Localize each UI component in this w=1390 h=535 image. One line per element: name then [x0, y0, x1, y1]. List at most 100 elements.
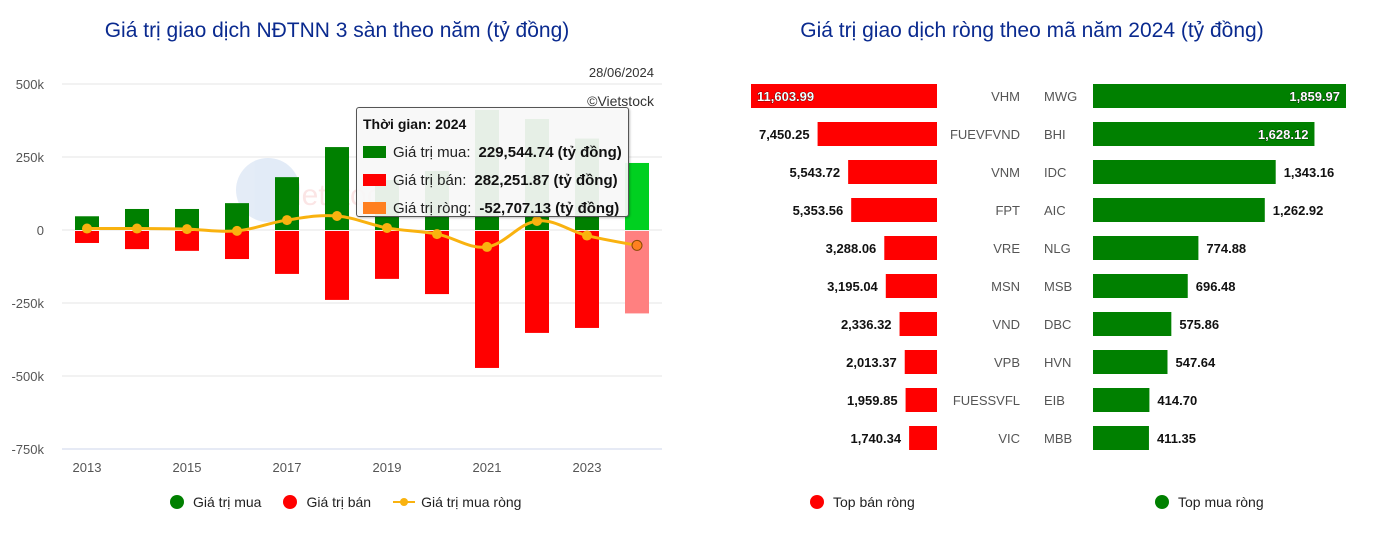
buy-ticker-label: AIC: [1044, 203, 1066, 218]
legend-item-net-buy[interactable]: Giá trị mua ròng: [393, 494, 521, 510]
buy-value-label: 1,343.16: [1284, 165, 1335, 180]
sell-value-label: 3,195.04: [827, 279, 878, 294]
buy-bar[interactable]: [1093, 160, 1276, 184]
net-point[interactable]: [532, 215, 542, 226]
buy-bar[interactable]: [1093, 236, 1199, 260]
sell-bar[interactable]: [575, 231, 599, 328]
chart-title: Giá trị giao dịch NĐTNN 3 sàn theo năm (…: [104, 19, 570, 42]
net-point[interactable]: [382, 222, 392, 233]
buy-value-label: 774.88: [1206, 241, 1246, 256]
buy-bar[interactable]: [625, 162, 649, 230]
sell-bar[interactable]: [275, 231, 299, 274]
net-point[interactable]: [132, 223, 142, 234]
buy-bar[interactable]: [1093, 122, 1315, 146]
buy-ticker-label: DBC: [1044, 317, 1071, 332]
net-point[interactable]: [332, 210, 342, 221]
sell-value-label: 5,353.56: [793, 203, 844, 218]
tooltip-row-sell: Giá trị bán: 282,251.87 (tỷ đồng): [363, 166, 622, 194]
sell-bar[interactable]: [885, 274, 937, 298]
legend-label: Giá trị mua ròng: [421, 494, 522, 510]
sell-value-label: 2,336.32: [841, 317, 892, 332]
buy-bar[interactable]: [1093, 312, 1172, 336]
buy-value-label: 414.70: [1157, 393, 1197, 408]
net-point[interactable]: [582, 230, 592, 241]
net-by-ticker-chart-panel: Giá trị giao dịch ròng theo mã năm 2024 …: [700, 0, 1390, 535]
sell-bar[interactable]: [175, 231, 199, 251]
circle-icon: [170, 495, 184, 509]
buy-value-label: 1,628.12: [1258, 127, 1309, 142]
net-point[interactable]: [232, 225, 242, 236]
buy-bar[interactable]: [1093, 274, 1188, 298]
net-point-highlighted[interactable]: [631, 239, 643, 251]
left-chart-legend: Giá trị mua Giá trị bán Giá trị mua ròng: [170, 494, 543, 510]
legend-item-sell[interactable]: Giá trị bán: [283, 494, 371, 510]
sell-bar[interactable]: [905, 388, 937, 412]
buy-bar[interactable]: [1093, 198, 1265, 222]
x-tick-label: 2015: [173, 460, 202, 475]
sell-bar[interactable]: [425, 231, 449, 295]
buy-bar[interactable]: [1093, 388, 1150, 412]
circle-icon: [1155, 495, 1169, 509]
buy-ticker-label: MWG: [1044, 89, 1077, 104]
legend-label: Giá trị bán: [306, 494, 372, 510]
y-tick-label: -500k: [11, 369, 44, 384]
right-chart-legend-sell: Top bán ròng: [810, 494, 937, 510]
sell-ticker-label: VRE: [993, 241, 1020, 256]
x-tick-label: 2021: [473, 460, 502, 475]
sell-bar[interactable]: [475, 231, 499, 368]
sell-ticker-label: FPT: [995, 203, 1020, 218]
buy-swatch-icon: [363, 146, 386, 158]
buy-ticker-label: MSB: [1044, 279, 1072, 294]
legend-item-buy[interactable]: Giá trị mua: [170, 494, 261, 510]
net-point[interactable]: [482, 241, 492, 252]
net-point[interactable]: [82, 223, 92, 234]
sell-bar[interactable]: [848, 160, 937, 184]
buy-bar[interactable]: [1093, 84, 1346, 108]
sell-bar[interactable]: [899, 312, 937, 336]
tooltip-unit: (tỷ đồng): [557, 143, 622, 161]
sell-value-label: 3,288.06: [826, 241, 877, 256]
chart-title: Giá trị giao dịch ròng theo mã năm 2024 …: [800, 19, 1264, 42]
tooltip-value: -52,707.13: [479, 199, 552, 217]
buy-ticker-label: MBB: [1044, 431, 1072, 446]
sell-bar[interactable]: [851, 198, 937, 222]
sell-ticker-label: VIC: [998, 431, 1020, 446]
net-point[interactable]: [282, 215, 292, 226]
sell-bar[interactable]: [751, 84, 937, 108]
sell-bar[interactable]: [525, 231, 549, 333]
sell-bar[interactable]: [909, 426, 937, 450]
sell-bar[interactable]: [125, 231, 149, 250]
sell-bar[interactable]: [884, 236, 937, 260]
sell-bar[interactable]: [904, 350, 937, 374]
sell-value-label: 7,450.25: [759, 127, 810, 142]
buy-ticker-label: EIB: [1044, 393, 1065, 408]
circle-icon: [283, 495, 298, 509]
line-marker-icon: [393, 495, 416, 509]
tooltip-unit: (tỷ đồng): [553, 171, 618, 189]
buy-bar[interactable]: [225, 203, 249, 230]
y-tick-label: 0: [37, 223, 44, 238]
sell-bar[interactable]: [325, 231, 349, 300]
buy-bar[interactable]: [1093, 350, 1168, 374]
legend-item-top-sell[interactable]: Top bán ròng: [810, 494, 915, 510]
net-point[interactable]: [182, 224, 192, 235]
buy-value-label: 1,262.92: [1273, 203, 1324, 218]
legend-label: Top mua ròng: [1178, 494, 1264, 510]
sell-bar[interactable]: [375, 231, 399, 279]
buy-bar[interactable]: [175, 208, 199, 230]
buy-bar[interactable]: [125, 208, 149, 230]
buy-ticker-label: IDC: [1044, 165, 1066, 180]
sell-ticker-label: FUESSVFL: [953, 393, 1020, 408]
sell-value-label: 1,959.85: [847, 393, 898, 408]
buy-bar[interactable]: [1093, 426, 1149, 450]
sell-ticker-label: VNM: [991, 165, 1020, 180]
sell-bar[interactable]: [75, 231, 99, 243]
buy-ticker-label: NLG: [1044, 241, 1071, 256]
chart-date: 28/06/2024: [588, 65, 654, 80]
yearly-trading-chart[interactable]: ietstock500k250k0-250k-500k-750k20132015…: [0, 0, 700, 535]
sell-bar[interactable]: [817, 122, 937, 146]
net-point[interactable]: [432, 229, 442, 240]
net-by-ticker-chart[interactable]: 11,603.99 VHM MWG 1,859.97 7,450.25 FUEVFVND B…: [700, 0, 1390, 535]
legend-item-top-buy[interactable]: Top mua ròng: [1155, 494, 1264, 510]
buy-bar[interactable]: [75, 216, 99, 230]
